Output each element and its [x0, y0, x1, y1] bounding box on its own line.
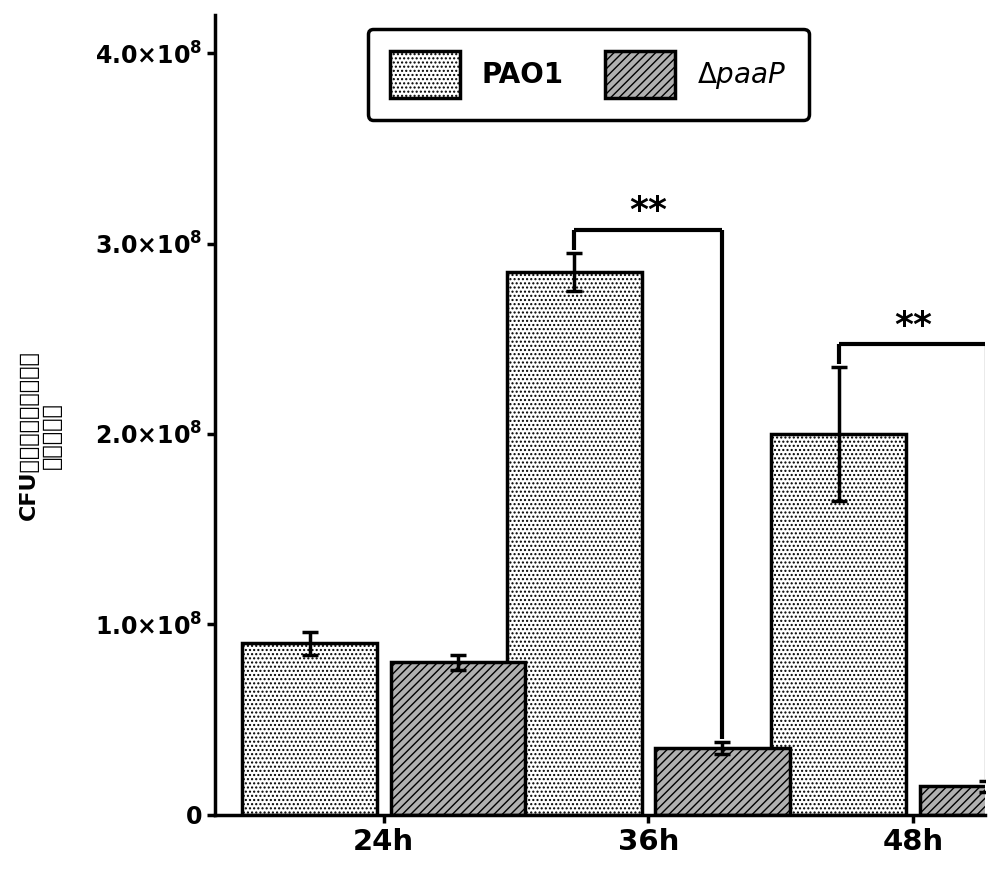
Legend: PAO1, $\Delta$$\it{paaP}$: PAO1, $\Delta$$\it{paaP}$ — [368, 29, 809, 120]
Bar — [655, 748, 790, 814]
Bar — [771, 434, 906, 814]
Bar — [242, 644, 377, 814]
Bar — [391, 663, 525, 814]
Text: **: ** — [629, 194, 667, 228]
Bar — [507, 272, 642, 814]
Bar — [920, 787, 1000, 814]
Text: **: ** — [894, 308, 932, 342]
Text: CFU计数法得到的生物被
膜中的活菌: CFU计数法得到的生物被 膜中的活菌 — [18, 350, 62, 521]
